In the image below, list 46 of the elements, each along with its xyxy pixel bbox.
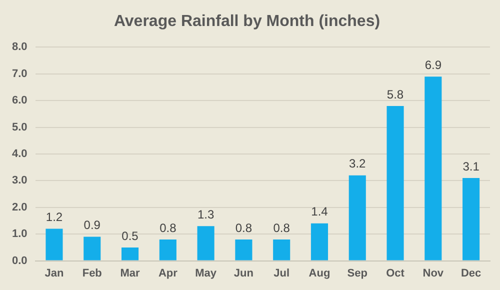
y-tick-label: 3.0 [12,174,28,187]
data-label: 1.2 [46,210,63,224]
data-label: 5.8 [386,87,404,102]
data-label: 1.4 [311,204,328,219]
chart-title: Average Rainfall by Month (inches) [114,13,380,30]
x-tick-label: Mar [120,267,141,280]
y-tick-label: 7.0 [12,68,28,80]
bar [197,226,214,260]
data-label: 0.5 [122,228,139,243]
y-tick-label: 4.0 [12,148,28,160]
y-tick-label: 5.0 [12,121,28,134]
bar [310,223,328,260]
data-label: 0.8 [235,220,252,235]
bar [84,236,101,260]
x-tick-label: Nov [422,267,444,280]
x-tick-label: Sep [347,267,368,280]
bar [121,247,139,260]
data-label: 1.3 [197,207,214,222]
bar [348,175,366,260]
data-label: 0.8 [160,220,177,235]
bar [235,239,252,260]
y-tick-label: 6.0 [12,94,28,107]
data-label: 3.1 [462,159,480,174]
bar [462,178,480,260]
x-tick-label: Jun [234,267,254,280]
data-label: 0.8 [273,220,290,235]
x-tick-label: Apr [158,267,178,280]
bar [46,228,63,260]
y-tick-label: 8.0 [12,41,28,54]
bar [424,76,442,260]
data-label: 6.9 [424,58,442,72]
bar [159,239,176,260]
y-tick-label: 2.0 [12,201,28,214]
x-tick-label: Aug [308,267,330,280]
bar [273,239,290,260]
x-tick-label: Oct [386,267,405,280]
x-tick-label: May [195,267,218,280]
x-tick-label: Dec [460,267,482,280]
x-tick-label: Jan [44,267,64,280]
x-tick-label: Feb [82,267,102,280]
data-label: 3.2 [349,156,366,171]
y-tick-label: 0.0 [12,254,28,267]
data-label: 0.9 [84,218,101,232]
x-tick-label: Jul [274,267,290,280]
bar [386,106,404,260]
y-tick-label: 1.0 [12,228,28,240]
